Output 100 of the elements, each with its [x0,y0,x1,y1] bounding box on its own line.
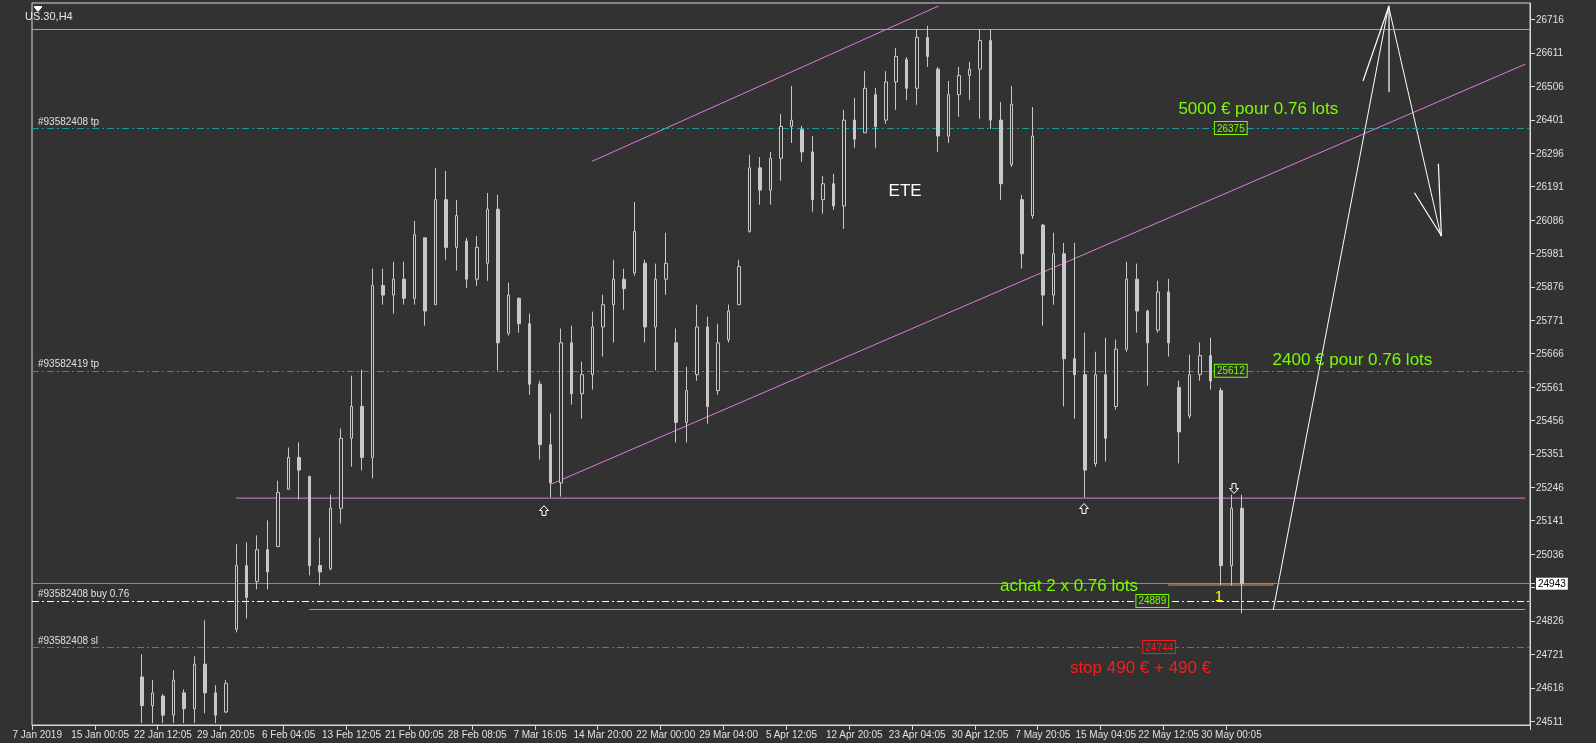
candlestick [874,87,877,149]
candlestick [276,480,280,548]
candlestick [779,113,783,182]
candlestick [968,61,971,101]
y-tick-label: 26506 [1536,80,1565,92]
candlestick [1230,494,1233,586]
candlestick [308,475,311,576]
y-tick-label: 25771 [1536,314,1565,326]
candlestick [371,268,374,479]
annotation: ETE [888,180,922,200]
x-tick-label: 7 May 20:05 [1015,728,1071,740]
y-tick-label: 25876 [1536,281,1565,293]
candlestick [926,25,929,68]
candlestick [1135,263,1139,334]
candlestick [1188,354,1191,420]
candlestick [402,261,406,306]
candlestick [507,282,510,337]
annotation: achat 2 x 0.76 lots [999,575,1138,595]
ref-line-label: #93582419 tp [38,358,100,370]
candlestick [853,97,856,149]
candlestick [622,268,626,311]
candlestick [1104,337,1107,463]
x-tick-label: 30 Apr 12:05 [951,728,1009,740]
x-tick-label: 29 Mar 04:00 [699,728,759,740]
candlestick [1083,332,1087,498]
candlestick [1177,380,1181,464]
candlestick [685,366,688,443]
y-tick-label: 25141 [1536,515,1565,527]
candlestick [151,679,154,724]
annotation: 25612 [1216,365,1246,377]
candlestick [528,313,531,396]
annotation: 5000 € pour 0.76 lots [1178,98,1339,118]
candlestick [674,328,678,443]
x-tick-label: 15 May 04:05 [1075,728,1137,740]
y-tick-label: 24943 [1538,578,1567,590]
candlestick [591,311,594,391]
candlestick [413,220,416,306]
candlestick [947,80,950,144]
candlestick [936,66,940,153]
candlestick [475,235,479,287]
candlestick [842,109,846,230]
candlestick [643,259,647,344]
candlestick [633,201,636,277]
candlestick [381,268,385,306]
candlestick [580,361,584,420]
candlestick [695,304,699,382]
candlestick [1041,223,1045,327]
candlestick [905,56,908,101]
x-tick-label: 22 May 12:05 [1138,728,1200,740]
candlestick [538,380,542,461]
candlestick [329,494,332,571]
candlestick [978,28,982,120]
x-tick-label: 6 Feb 04:05 [261,728,316,740]
candlestick [706,316,709,425]
candlestick [758,156,762,206]
x-tick-label: 21 Feb 00:05 [384,728,445,740]
candlestick [245,541,248,619]
candlestick [1209,337,1212,391]
x-tick-label: 15 Jan 00:05 [71,728,130,740]
candlestick [1125,261,1128,353]
candlestick [894,47,898,111]
candlestick [182,688,186,724]
y-tick-label: 26086 [1536,214,1565,226]
candlestick [1219,387,1223,586]
text: US.30,H4 [25,9,73,22]
x-tick-label: 29 Jan 20:05 [196,728,256,740]
candlestick [161,693,165,724]
candlestick [496,194,500,372]
x-tick-label: 14 Mar 20:00 [573,728,633,740]
candlestick [811,135,814,213]
candlestick [423,237,427,327]
y-tick-label: 26191 [1536,181,1565,193]
candlestick [1114,339,1118,411]
candlestick [821,175,825,215]
y-tick-label: 24511 [1536,715,1564,727]
candlestick [235,543,238,633]
annotation: 1 [1214,586,1224,604]
candlestick [612,259,615,344]
x-tick-label: 12 Apr 20:05 [825,728,884,740]
candlestick [559,328,563,498]
candlestick [1031,106,1034,220]
y-tick-label: 26296 [1536,147,1565,159]
candlestick [748,154,751,234]
candlestick [297,441,301,500]
candlestick [1010,85,1013,168]
candlestick [884,70,888,125]
candlestick [392,261,395,315]
candlestick [832,173,835,211]
annotation: stop 490 € + 490 € [1069,657,1212,677]
y-tick-label: 25351 [1536,448,1565,460]
candlestick [140,653,144,724]
candlestick [570,325,573,406]
x-tick-label: 22 Jan 12:05 [134,728,193,740]
candlestick [434,167,437,306]
candlestick [339,427,343,525]
y-tick-label: 25456 [1536,414,1565,426]
y-tick-label: 24616 [1536,682,1565,694]
y-tick-label: 25666 [1536,348,1565,360]
candlestick [863,70,867,134]
candlestick [654,263,657,372]
